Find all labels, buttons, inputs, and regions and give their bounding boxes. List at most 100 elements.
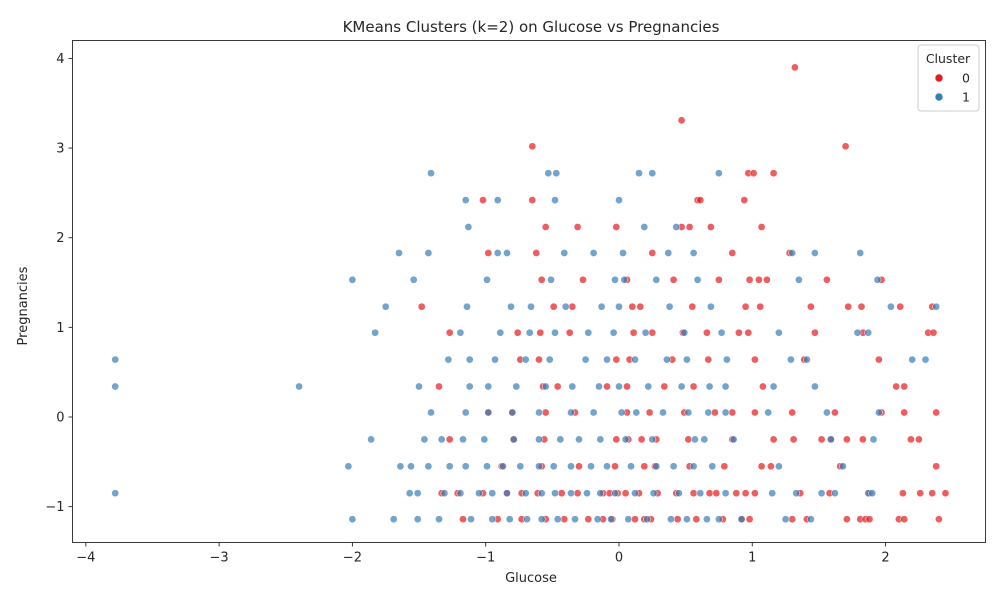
- point-cluster-0: [689, 489, 698, 498]
- point-cluster-0: [859, 435, 867, 444]
- x-tick-label: −4: [76, 551, 95, 566]
- point-cluster-0: [817, 435, 826, 444]
- point-cluster-1: [641, 328, 650, 337]
- point-cluster-0: [899, 489, 907, 498]
- point-cluster-0: [744, 328, 753, 337]
- point-cluster-1: [459, 435, 467, 444]
- point-cluster-1: [689, 249, 698, 257]
- point-cluster-1: [493, 249, 502, 257]
- point-cluster-0: [788, 515, 797, 524]
- point-cluster-1: [607, 515, 615, 524]
- point-cluster-1: [420, 435, 429, 444]
- point-cluster-0: [537, 275, 546, 284]
- point-cluster-0: [579, 275, 587, 284]
- point-cluster-1: [381, 302, 390, 311]
- point-cluster-1: [635, 169, 643, 178]
- point-cluster-1: [389, 515, 398, 524]
- point-cluster-0: [732, 489, 741, 498]
- point-cluster-1: [717, 328, 726, 337]
- point-cluster-0: [896, 302, 905, 311]
- point-cluster-0: [541, 223, 550, 231]
- point-cluster-1: [768, 489, 777, 498]
- point-cluster-1: [523, 515, 531, 524]
- point-cluster-1: [541, 382, 550, 391]
- x-axis-label: Glucose: [505, 571, 557, 586]
- point-cluster-0: [565, 328, 574, 337]
- point-cluster-0: [417, 302, 426, 311]
- point-cluster-1: [567, 408, 575, 417]
- point-cluster-0: [823, 275, 831, 284]
- point-cluster-1: [691, 435, 699, 444]
- point-cluster-0: [741, 489, 750, 498]
- point-cluster-1: [551, 489, 559, 498]
- point-cluster-1: [589, 408, 598, 417]
- point-cluster-1: [631, 489, 639, 498]
- point-cluster-1: [595, 382, 603, 391]
- point-cluster-1: [535, 435, 543, 444]
- point-cluster-1: [672, 223, 681, 231]
- point-cluster-0: [684, 435, 693, 444]
- point-cluster-0: [535, 355, 543, 364]
- point-cluster-1: [684, 408, 693, 417]
- point-cluster-1: [537, 515, 546, 524]
- point-cluster-0: [637, 435, 646, 444]
- y-axis: −1 0 1 2 3 4: [45, 52, 73, 515]
- point-cluster-0: [541, 408, 550, 417]
- point-cluster-0: [843, 515, 851, 524]
- point-cluster-1: [475, 489, 483, 498]
- point-cluster-0: [900, 515, 909, 524]
- legend-title: Cluster: [926, 51, 971, 66]
- x-tick-label: 1: [748, 551, 756, 566]
- chart-title: KMeans Clusters (k=2) on Glucose vs Preg…: [343, 18, 720, 36]
- point-cluster-0: [928, 489, 937, 498]
- point-cluster-0: [573, 223, 582, 231]
- point-cluster-0: [745, 515, 754, 524]
- point-cluster-0: [900, 408, 909, 417]
- point-cluster-1: [627, 462, 635, 471]
- point-cluster-1: [348, 275, 357, 284]
- point-cluster-1: [631, 355, 639, 364]
- point-cluster-1: [503, 489, 511, 498]
- point-cluster-1: [611, 275, 619, 284]
- point-cluster-1: [415, 382, 423, 391]
- point-cluster-1: [617, 408, 626, 417]
- point-cluster-1: [788, 249, 797, 257]
- point-cluster-1: [512, 382, 521, 391]
- point-cluster-1: [561, 302, 570, 311]
- point-cluster-0: [720, 462, 729, 471]
- point-cluster-1: [535, 462, 543, 471]
- point-cluster-0: [763, 275, 771, 284]
- point-cluster-0: [707, 223, 715, 231]
- point-cluster-1: [505, 515, 514, 524]
- point-cluster-1: [624, 515, 633, 524]
- point-cluster-0: [767, 462, 775, 471]
- point-cluster-1: [619, 249, 627, 257]
- y-tick-label: 3: [56, 142, 64, 157]
- point-cluster-1: [547, 275, 555, 284]
- point-cluster-1: [648, 169, 657, 178]
- point-cluster-0: [435, 382, 443, 391]
- point-cluster-1: [409, 275, 418, 284]
- point-cluster-0: [807, 302, 815, 311]
- point-cluster-1: [723, 355, 731, 364]
- point-cluster-1: [456, 489, 465, 498]
- point-cluster-0: [673, 515, 682, 524]
- point-cluster-0: [513, 328, 522, 337]
- point-cluster-0: [573, 489, 582, 498]
- point-cluster-0: [688, 302, 697, 311]
- point-cluster-0: [696, 196, 705, 204]
- point-cluster-0: [741, 302, 750, 311]
- point-cluster-1: [295, 382, 303, 391]
- point-cluster-1: [721, 489, 730, 498]
- point-cluster-1: [707, 302, 715, 311]
- x-tick-label: −3: [210, 551, 229, 566]
- point-cluster-0: [892, 382, 901, 391]
- point-cluster-0: [660, 382, 669, 391]
- point-cluster-1: [887, 302, 895, 311]
- point-cluster-1: [621, 435, 630, 444]
- point-cluster-1: [603, 355, 611, 364]
- point-cluster-1: [344, 462, 353, 471]
- point-cluster-1: [932, 302, 941, 311]
- point-cluster-1: [535, 408, 543, 417]
